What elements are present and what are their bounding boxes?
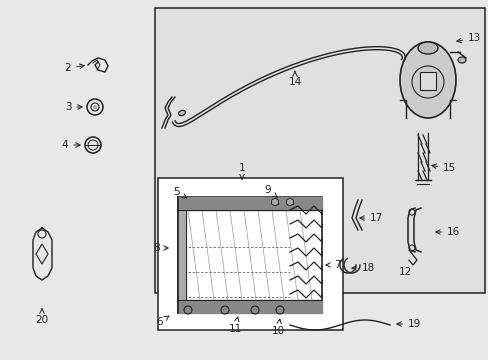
- Text: 3: 3: [64, 102, 82, 112]
- Text: 20: 20: [35, 309, 48, 325]
- Circle shape: [93, 105, 97, 109]
- Text: 12: 12: [398, 267, 411, 277]
- Ellipse shape: [457, 57, 465, 63]
- Bar: [155, 8, 484, 293]
- Text: 13: 13: [456, 33, 480, 43]
- Bar: [419, 72, 435, 90]
- Polygon shape: [178, 210, 185, 300]
- Text: 8: 8: [153, 243, 168, 253]
- Text: 7: 7: [325, 260, 340, 270]
- Polygon shape: [178, 300, 321, 313]
- Text: 10: 10: [271, 319, 284, 336]
- Text: 17: 17: [359, 213, 383, 223]
- Text: 2: 2: [64, 63, 84, 73]
- Text: 14: 14: [288, 71, 301, 87]
- Text: 1: 1: [238, 163, 245, 179]
- Text: 19: 19: [396, 319, 420, 329]
- Bar: [158, 178, 342, 330]
- Text: 5: 5: [173, 187, 186, 198]
- Ellipse shape: [417, 42, 437, 54]
- Ellipse shape: [399, 42, 455, 118]
- Ellipse shape: [178, 111, 185, 116]
- Text: 16: 16: [435, 227, 459, 237]
- Text: 15: 15: [431, 163, 455, 173]
- Polygon shape: [178, 197, 321, 210]
- Polygon shape: [271, 198, 278, 206]
- Text: 4: 4: [61, 140, 80, 150]
- Text: 6: 6: [156, 316, 168, 327]
- Text: 11: 11: [228, 317, 241, 334]
- Text: 9: 9: [264, 185, 277, 197]
- Polygon shape: [286, 198, 293, 206]
- Text: 18: 18: [351, 263, 374, 273]
